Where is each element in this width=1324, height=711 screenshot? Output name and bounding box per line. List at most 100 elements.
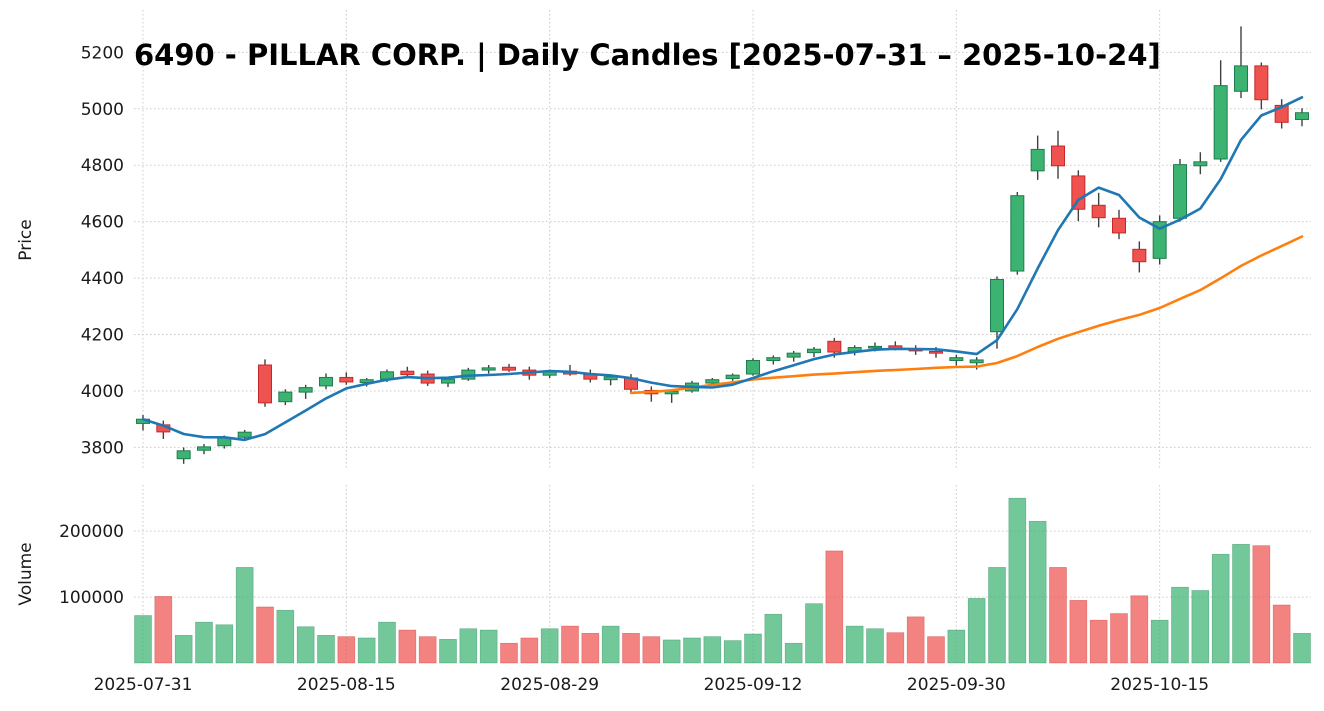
volume-bar — [886, 632, 905, 664]
chart-title: 6490 - PILLAR CORP. | Daily Candles [202… — [134, 38, 1161, 72]
volume-bar — [418, 636, 437, 664]
candle-body — [990, 279, 1004, 333]
volume-bar — [784, 642, 803, 664]
price-tick-label: 4400 — [81, 269, 124, 289]
candle-body — [603, 376, 618, 381]
x-tick-label: 2025-08-15 — [297, 675, 396, 695]
price-tick-label: 4600 — [81, 213, 124, 233]
volume-bar — [642, 636, 661, 664]
price-tick-label: 5200 — [81, 43, 124, 63]
candle-body — [1071, 175, 1086, 210]
volume-bar — [601, 625, 620, 664]
volume-bar — [1110, 613, 1128, 664]
volume-bar — [398, 629, 417, 664]
candle-body — [868, 345, 882, 349]
volume-bar — [134, 615, 152, 664]
volume-bar — [927, 636, 945, 664]
candle-body — [1091, 204, 1106, 219]
volume-bar — [296, 626, 315, 664]
volume-bar — [1293, 633, 1311, 664]
candle-body — [197, 446, 211, 451]
volume-bar — [256, 606, 274, 664]
x-tick-label: 2025-09-12 — [704, 675, 803, 695]
candle-body — [929, 350, 943, 354]
candle-body — [705, 379, 720, 384]
volume-bar — [1130, 595, 1149, 664]
candle-body — [1132, 248, 1147, 263]
price-tick-label: 4000 — [81, 382, 124, 402]
volume-bar — [723, 640, 742, 664]
volume-bar — [337, 636, 356, 664]
volume-bar — [357, 637, 376, 664]
volume-bar — [906, 616, 925, 664]
volume-bar — [1008, 497, 1027, 664]
candle-body — [400, 370, 415, 376]
x-tick-label: 2025-07-31 — [94, 675, 193, 695]
volume-bar — [1232, 544, 1250, 664]
candle-body — [1213, 85, 1228, 160]
volume-bar — [520, 637, 539, 664]
candle-body — [725, 374, 740, 380]
volume-bar — [744, 633, 762, 664]
volume-bar — [276, 609, 295, 664]
volume-tick-label: 200000 — [59, 522, 124, 542]
candle-body — [1051, 145, 1065, 167]
candle-body — [481, 367, 496, 371]
volume-bar — [988, 567, 1006, 664]
x-tick-label: 2025-08-29 — [500, 675, 599, 695]
candle-body — [949, 357, 964, 362]
candle-body — [319, 376, 333, 387]
volume-bar — [500, 642, 518, 664]
ma-fast-line — [141, 96, 1304, 442]
candle-body — [1010, 195, 1025, 272]
volume-bar — [825, 550, 844, 664]
candle-body — [1193, 161, 1208, 167]
ma-slow-line — [629, 235, 1304, 395]
candle-body — [1234, 65, 1248, 92]
candle-body — [1030, 148, 1045, 172]
x-tick-label: 2025-10-15 — [1110, 675, 1209, 695]
volume-tick-label: 100000 — [59, 588, 124, 608]
volume-bar — [1069, 600, 1088, 664]
volume-bar — [1049, 567, 1067, 664]
candle-body — [298, 387, 313, 393]
volume-bar — [174, 635, 193, 664]
volume-bar — [317, 635, 335, 664]
candle-body — [807, 348, 821, 354]
candle-body — [1254, 65, 1269, 101]
volume-bar — [866, 628, 884, 664]
price-axis-label: Price — [16, 219, 36, 261]
volume-bar — [1171, 586, 1189, 664]
volume-bar — [1089, 619, 1108, 664]
candle-body — [278, 391, 293, 403]
volume-bar — [947, 629, 966, 664]
price-tick-label: 4800 — [81, 156, 124, 176]
candle-body — [176, 450, 191, 460]
volume-bar — [439, 638, 457, 664]
volume-bar — [764, 613, 783, 664]
volume-bar — [1028, 520, 1047, 664]
price-tick-label: 5000 — [81, 100, 124, 120]
volume-bar — [845, 625, 864, 664]
candle-body — [827, 340, 842, 353]
volume-bar — [967, 598, 986, 664]
volume-bar — [215, 624, 234, 664]
candle-body — [237, 431, 252, 438]
volume-bar — [1211, 553, 1230, 664]
candle-body — [746, 360, 760, 375]
volume-bar — [805, 603, 823, 664]
volume-bar — [479, 629, 498, 664]
volume-axis-label: Volume — [16, 542, 36, 606]
candle-body — [339, 376, 354, 383]
volume-bar — [561, 625, 579, 664]
x-tick-label: 2025-09-30 — [907, 675, 1006, 695]
candle-body — [1295, 112, 1309, 120]
price-tick-label: 3800 — [81, 438, 124, 458]
candle-body — [1112, 217, 1126, 234]
volume-bar — [1150, 619, 1169, 664]
volume-bar — [622, 633, 640, 664]
volume-bar — [1272, 604, 1291, 664]
volume-bar — [459, 628, 478, 664]
